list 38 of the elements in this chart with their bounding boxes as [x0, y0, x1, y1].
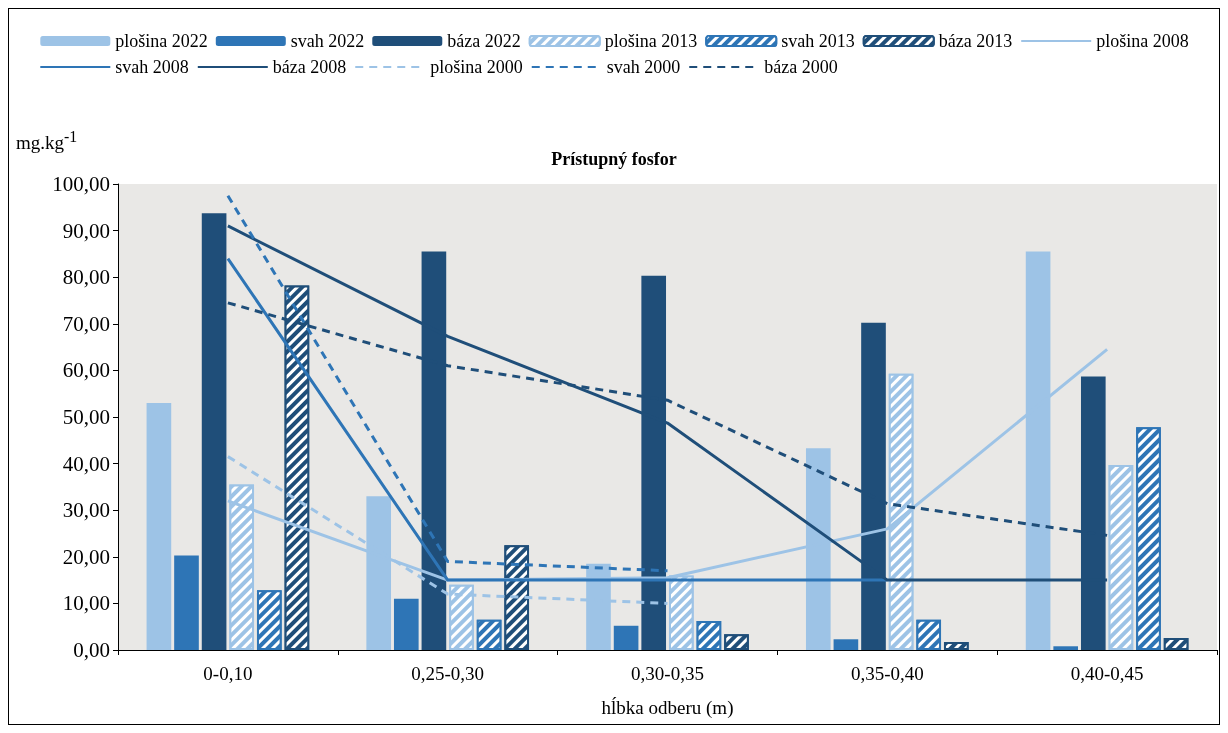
chart-title: Prístupný fosfor: [551, 149, 677, 169]
y-tick-label: 50,00: [62, 405, 110, 429]
legend-label: báza 2000: [764, 57, 838, 77]
bar: [174, 555, 199, 650]
x-tick-label: 0,30-0,35: [631, 663, 704, 684]
legend-label: svah 2013: [781, 31, 855, 51]
y-tick-label: 0,00: [73, 638, 110, 662]
y-tick-label: 40,00: [62, 451, 110, 476]
legend-label: báza 2013: [938, 31, 1013, 51]
y-tick-label: 100,00: [52, 172, 110, 196]
y-tick-label: 80,00: [62, 265, 110, 290]
legend-label: plošina 2000: [430, 57, 523, 77]
legend-label: báza 2022: [447, 31, 521, 51]
y-tick-label: 60,00: [62, 358, 110, 383]
bar: [201, 213, 227, 650]
y-tick-label: 30,00: [62, 498, 110, 523]
x-tick-label: 0-0,10: [203, 663, 253, 684]
y-tick-label: 10,00: [62, 591, 110, 616]
legend-label: svah 2022: [290, 31, 365, 51]
y-tick-label: 70,00: [62, 311, 110, 336]
bar: [1053, 646, 1079, 650]
legend-label: plošina 2013: [604, 31, 698, 51]
legend-label: báza 2008: [272, 57, 347, 77]
legend-label: svah 2008: [115, 57, 189, 77]
bar: [393, 598, 419, 650]
y-tick-label: 90,00: [62, 218, 110, 243]
legend-label: plošina 2022: [115, 31, 208, 51]
x-tick-label: 0,35-0,40: [850, 663, 924, 684]
x-tick-label: 0,40-0,45: [1070, 663, 1144, 684]
bar: [833, 639, 859, 650]
bar: [613, 625, 639, 650]
y-tick-label: 20,00: [62, 544, 110, 569]
x-axis-title: hĺbka odberu (m): [601, 697, 734, 719]
x-tick-label: 0,25-0,30: [411, 663, 485, 684]
bar: [146, 403, 172, 650]
legend-label: svah 2000: [606, 57, 681, 77]
y-axis-title: mg.kg$^{-1}$: [16, 128, 78, 155]
legend-label: plošina 2008: [1096, 31, 1189, 51]
